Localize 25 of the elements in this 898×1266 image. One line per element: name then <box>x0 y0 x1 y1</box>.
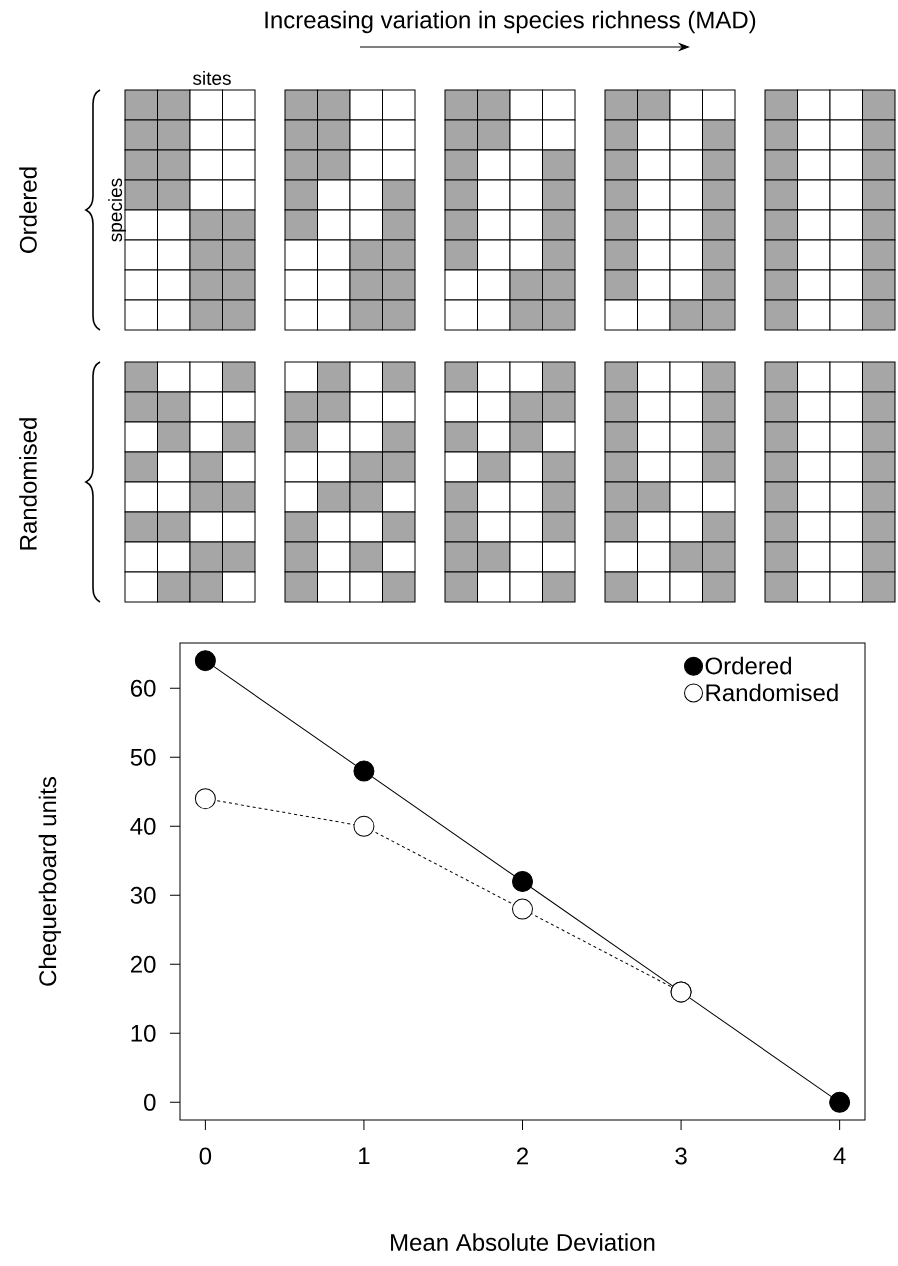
y-tick-label: 30 <box>130 886 156 904</box>
y-tick-label: 20 <box>130 955 156 973</box>
x-tick-label: 1 <box>359 1147 370 1165</box>
legend-label: Randomised <box>706 683 838 702</box>
x-axis-title: Mean Absolute Deviation <box>391 1233 655 1251</box>
point <box>512 871 533 893</box>
x-tick-label: 2 <box>517 1147 528 1165</box>
legend-label: Ordered <box>705 656 791 675</box>
text: Ordered <box>19 167 37 253</box>
y-tick-label: 0 <box>144 1093 156 1111</box>
text: sites <box>193 71 231 85</box>
y-tick-label: 10 <box>131 1024 156 1042</box>
x-tick-label: 0 <box>199 1147 212 1165</box>
point <box>353 760 375 782</box>
y-tick-label: 50 <box>130 748 156 766</box>
text: Randomised <box>19 418 37 550</box>
point <box>829 1091 851 1113</box>
y-axis-title: Chequerboard units <box>38 777 62 986</box>
y-tick-label: 40 <box>130 817 156 835</box>
x-tick-label: 3 <box>675 1147 687 1165</box>
text: species <box>108 178 126 242</box>
text: Increasing variation in species richness (MAD) <box>265 10 756 34</box>
x-tick-label: 4 <box>833 1147 846 1165</box>
y-tick-label: 60 <box>130 679 156 697</box>
point <box>194 650 216 672</box>
